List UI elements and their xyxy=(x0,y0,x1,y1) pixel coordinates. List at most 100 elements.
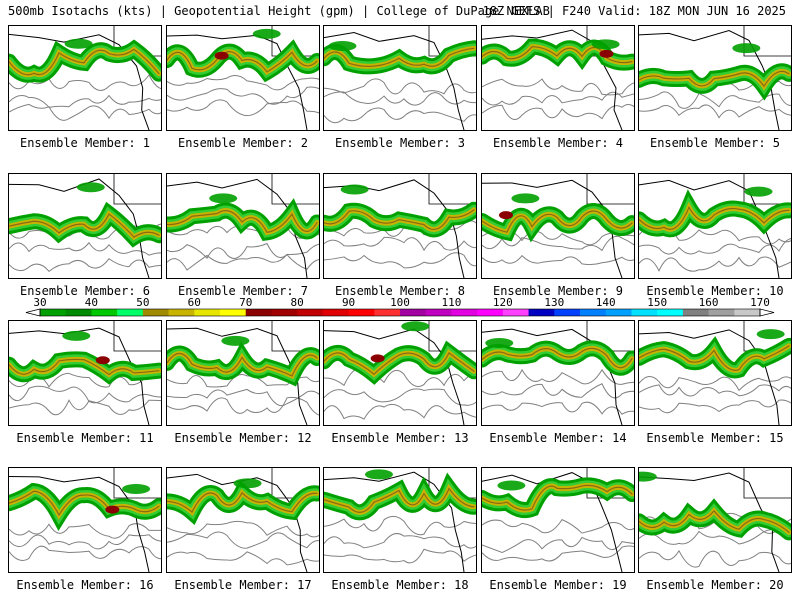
height-contour xyxy=(324,107,476,124)
map-panel-image xyxy=(324,468,476,572)
jet-stream-core xyxy=(167,210,318,233)
colorbar-swatch xyxy=(477,309,504,316)
ensemble-member-map xyxy=(481,320,635,426)
height-contour xyxy=(482,368,634,385)
map-panel-image xyxy=(482,26,634,130)
coastline xyxy=(167,178,308,278)
jet-stream-core xyxy=(9,213,160,238)
map-panel-image xyxy=(639,174,791,278)
colorbar-swatch xyxy=(682,309,710,316)
height-contour xyxy=(324,515,476,536)
colorbar-swatch xyxy=(605,309,632,316)
height-contour xyxy=(167,396,319,416)
colorbar-swatch xyxy=(322,309,350,316)
ensemble-member-label: Ensemble Member: 14 xyxy=(489,431,627,445)
coastline xyxy=(9,475,150,572)
height-contour xyxy=(639,384,791,397)
ensemble-member-label: Ensemble Member: 15 xyxy=(646,431,784,445)
map-panel-image xyxy=(324,174,476,278)
colorbar-swatch xyxy=(168,309,195,316)
wind-band xyxy=(511,193,540,204)
colorbar-swatch xyxy=(142,309,170,316)
height-contour xyxy=(324,236,476,252)
border-line xyxy=(586,174,634,205)
colorbar-tick-label: 60 xyxy=(188,296,201,309)
jet-max xyxy=(498,211,513,220)
colorbar-swatch xyxy=(194,309,221,316)
colorbar-tick-label: 120 xyxy=(493,296,513,309)
colorbar-swatch xyxy=(374,309,401,316)
ensemble-member-map xyxy=(166,467,320,573)
colorbar-swatch xyxy=(348,309,375,316)
colorbar-tick-label: 90 xyxy=(342,296,355,309)
map-panel-image xyxy=(9,174,161,278)
coastline xyxy=(324,31,465,130)
map-header: 500mb Isotachs (kts) | Geopotential Heig… xyxy=(0,0,800,22)
height-contour xyxy=(639,549,791,568)
ensemble-member-label: Ensemble Member: 18 xyxy=(331,578,469,592)
colorbar-swatch xyxy=(425,309,452,316)
coastline xyxy=(167,34,308,130)
height-contour xyxy=(9,399,161,416)
jet-stream-core xyxy=(324,47,475,67)
jet-stream-core xyxy=(324,209,475,231)
colorbar-tick-label: 140 xyxy=(596,296,616,309)
colorbar-tick-label: 160 xyxy=(699,296,719,309)
height-contour xyxy=(482,519,634,534)
coastline xyxy=(482,179,623,278)
map-panel-image xyxy=(167,468,319,572)
wind-band xyxy=(401,321,430,332)
wind-band xyxy=(328,40,357,51)
colorbar-swatch xyxy=(580,309,607,316)
wind-band xyxy=(591,39,620,50)
jet-stream-core xyxy=(482,484,633,511)
wind-band xyxy=(639,471,657,482)
border-line xyxy=(113,468,161,499)
map-panel-image xyxy=(482,468,634,572)
ensemble-member-map xyxy=(638,25,792,131)
jet-stream-core xyxy=(482,46,633,64)
height-contour xyxy=(482,383,634,399)
ensemble-member-map xyxy=(166,25,320,131)
jet-max xyxy=(370,354,385,363)
height-contour xyxy=(482,536,634,554)
height-contour xyxy=(9,74,161,91)
coastline xyxy=(167,327,308,425)
map-panel-image xyxy=(324,321,476,425)
map-panel-image xyxy=(639,26,791,130)
ensemble-member-label: Ensemble Member: 2 xyxy=(177,136,309,150)
height-contour xyxy=(482,545,634,562)
wind-band xyxy=(744,186,773,197)
ensemble-member-label: Ensemble Member: 12 xyxy=(174,431,312,445)
height-contour xyxy=(9,103,161,121)
ensemble-member-map xyxy=(638,320,792,426)
jet-stream-core xyxy=(324,487,475,513)
map-panel-image xyxy=(9,468,161,572)
colorbar-swatch xyxy=(554,309,581,316)
colorbar-tick-label: 70 xyxy=(239,296,252,309)
height-contour xyxy=(167,531,319,549)
wind-band xyxy=(364,469,393,480)
jet-stream-core xyxy=(639,345,790,371)
map-panel-image xyxy=(639,321,791,425)
jet-stream-core xyxy=(482,347,633,369)
map-panel-image xyxy=(324,26,476,130)
wind-band xyxy=(340,184,369,195)
height-contour xyxy=(9,385,161,404)
height-contour xyxy=(324,91,476,106)
colorbar-swatch xyxy=(400,309,427,316)
coastline xyxy=(324,471,465,572)
ensemble-member-map xyxy=(481,25,635,131)
border-line xyxy=(428,321,476,352)
height-contour xyxy=(9,258,161,273)
height-contour xyxy=(639,375,791,392)
ensemble-member-map xyxy=(8,320,162,426)
height-contour xyxy=(324,252,476,269)
ensemble-member-label: Ensemble Member: 13 xyxy=(331,431,469,445)
ensemble-member-map xyxy=(638,173,792,279)
colorbar-swatch xyxy=(502,309,530,316)
jet-stream-core xyxy=(639,205,790,230)
height-contour xyxy=(482,91,634,106)
map-panel-image xyxy=(167,26,319,130)
ensemble-member-label: Ensemble Member: 9 xyxy=(492,284,624,298)
